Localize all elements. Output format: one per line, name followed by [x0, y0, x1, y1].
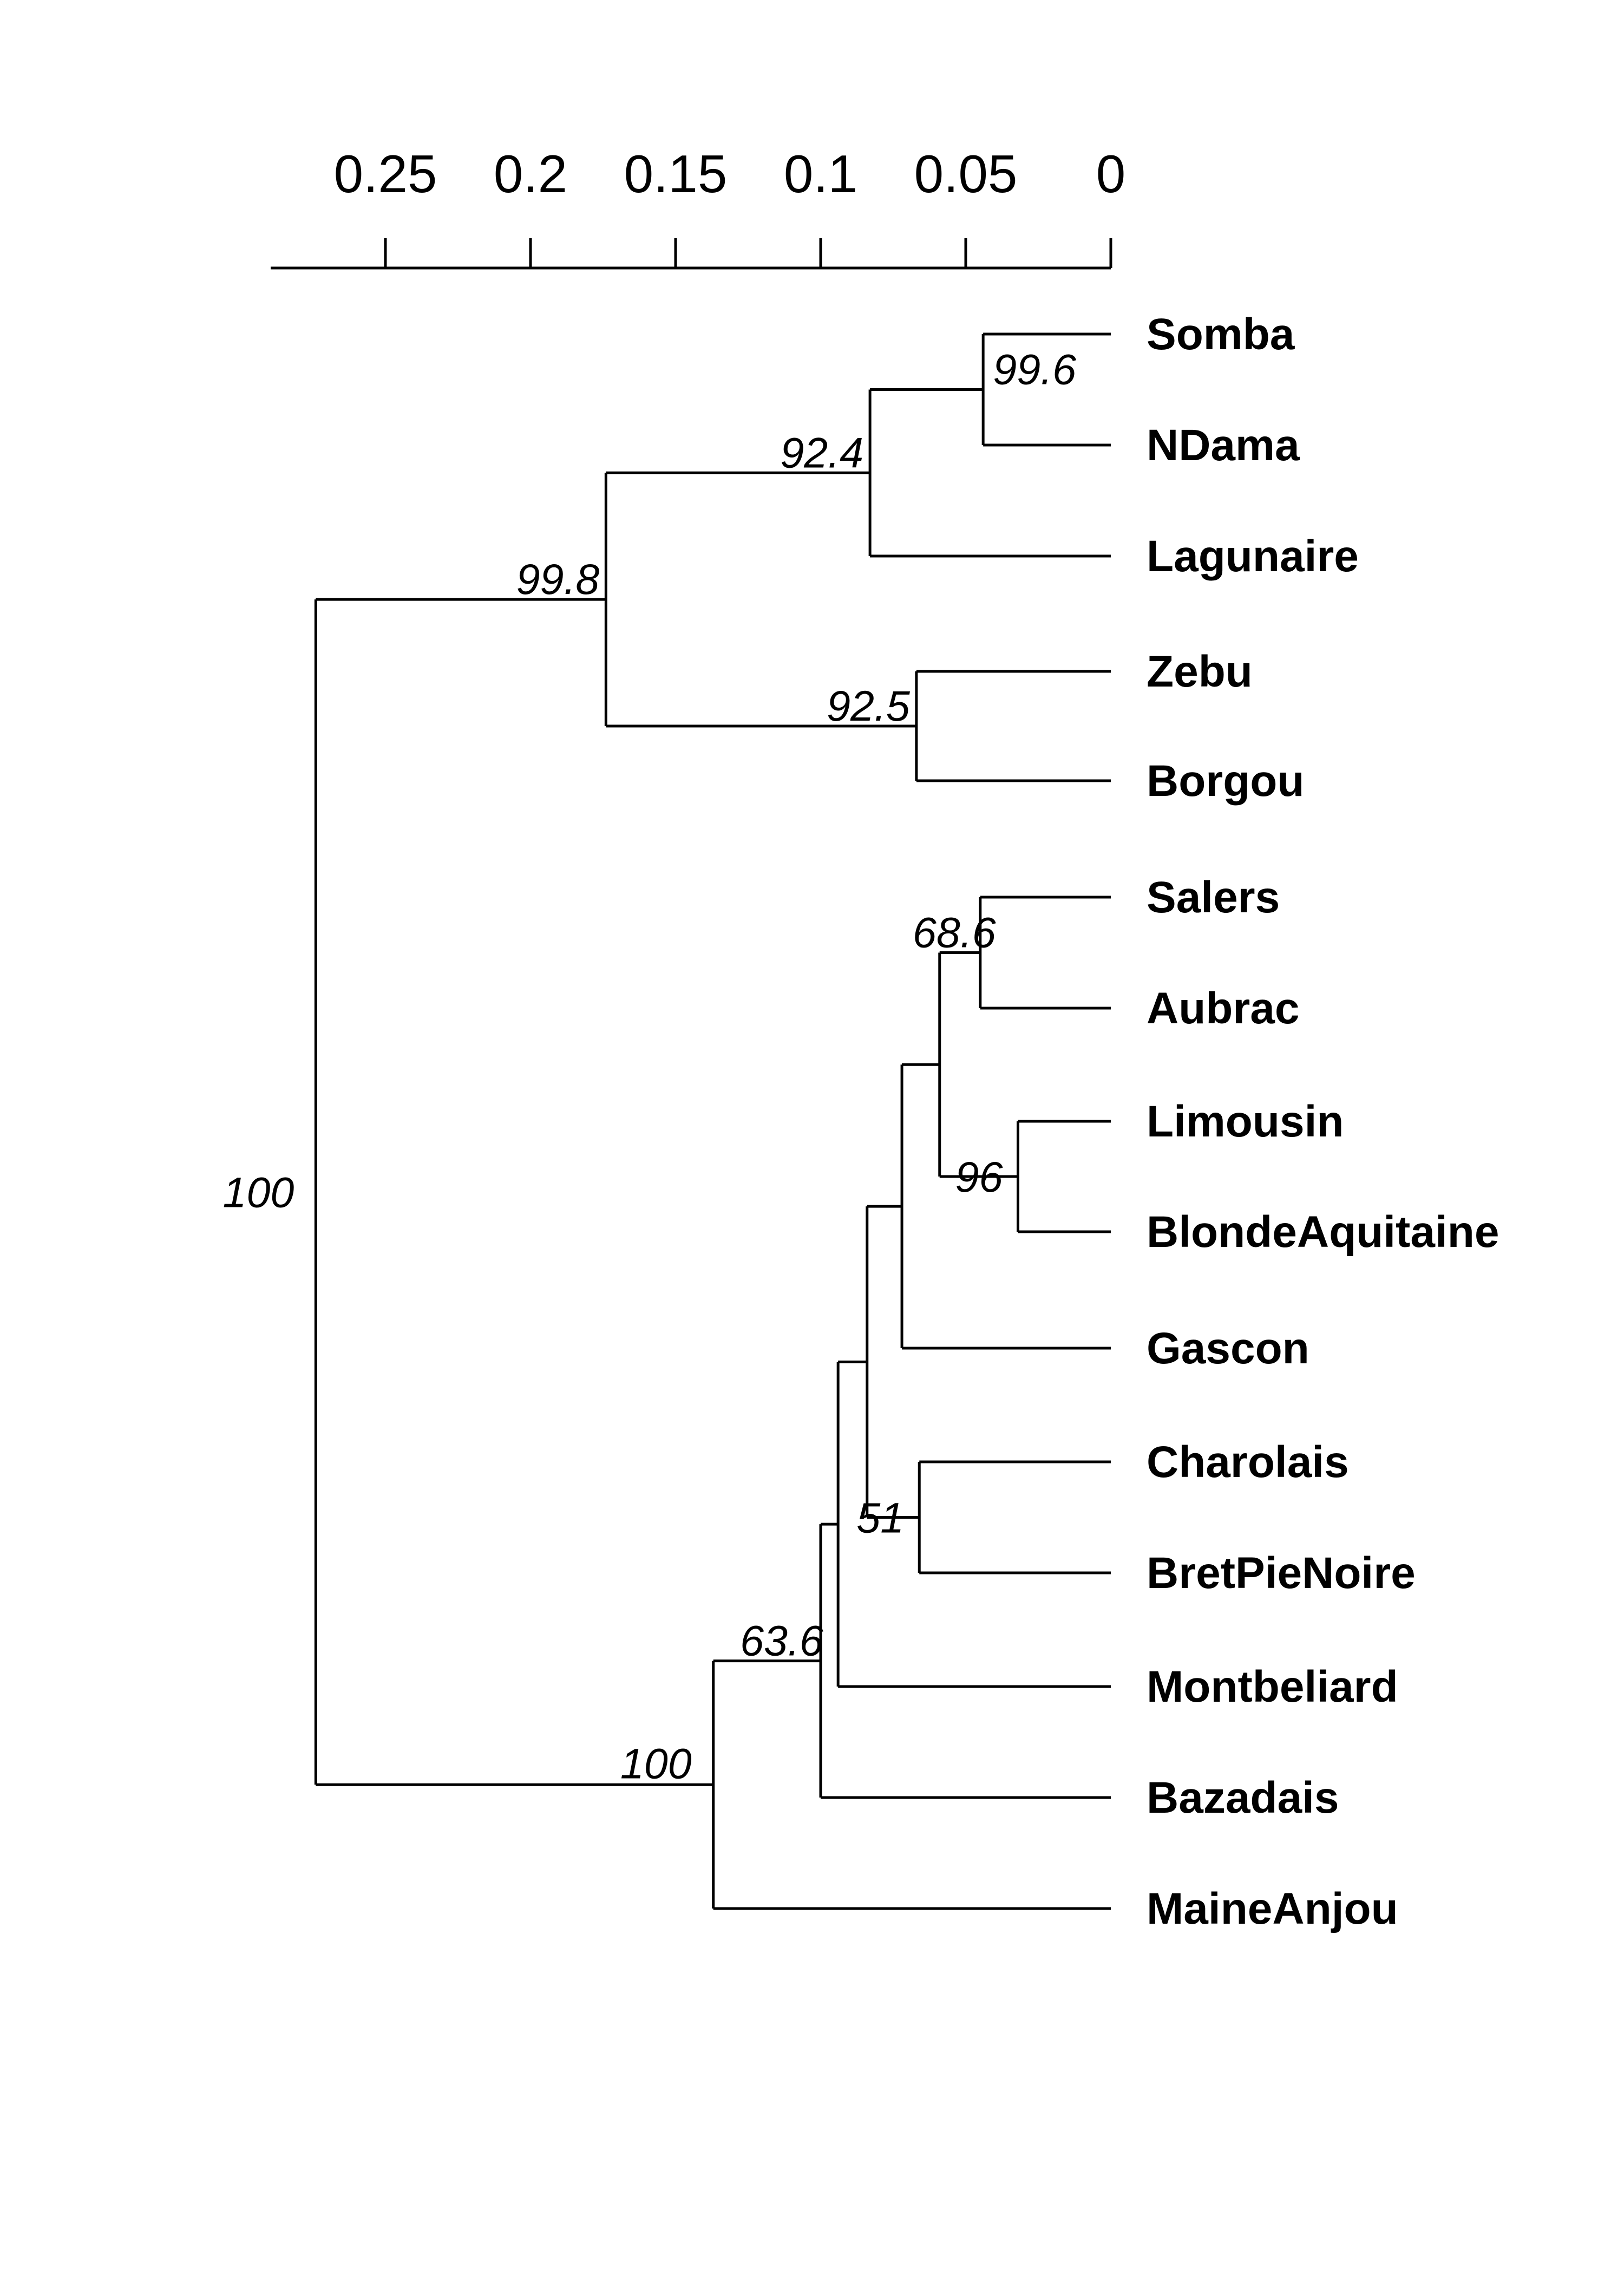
leaf-label-bretpienoire: BretPieNoire — [1147, 1548, 1416, 1598]
leaf-label-lagunaire: Lagunaire — [1147, 532, 1359, 581]
bootstrap-support-value: 51 — [856, 1494, 904, 1542]
scale-tick-label: 0 — [1096, 144, 1126, 204]
leaf-label-charolais: Charolais — [1147, 1437, 1349, 1487]
leaf-label-blondeaquitaine: BlondeAquitaine — [1147, 1207, 1499, 1257]
leaf-label-somba: Somba — [1147, 310, 1295, 359]
bootstrap-support-value: 63.6 — [740, 1617, 823, 1665]
bootstrap-support-value: 92.4 — [780, 428, 863, 476]
bootstrap-support-value: 96 — [955, 1153, 1003, 1201]
bootstrap-support-value: 100 — [620, 1739, 692, 1787]
bootstrap-support-labels: 99.6 92.4 92.5 99.8 68.6 96 51 63.6 100 100 — [223, 345, 1077, 1788]
leaf-label-zebu: Zebu — [1147, 647, 1253, 696]
leaf-label-gascon: Gascon — [1147, 1324, 1309, 1373]
scale-tick-label: 0.15 — [624, 144, 728, 204]
distance-scale-axis: 0.25 0.2 0.15 0.1 0.05 0 — [271, 144, 1126, 270]
leaf-label-aubrac: Aubrac — [1147, 984, 1300, 1033]
bootstrap-support-value: 68.6 — [913, 909, 996, 957]
bootstrap-support-value: 99.6 — [993, 345, 1076, 394]
bootstrap-support-value: 99.8 — [516, 555, 600, 603]
tree-branches — [314, 332, 1111, 1910]
leaf-label-salers: Salers — [1147, 873, 1280, 922]
leaf-label-ndama: NDama — [1147, 421, 1300, 470]
leaf-label-montbeliard: Montbeliard — [1147, 1662, 1398, 1711]
breed-leaf-labels: Somba NDama Lagunaire Zebu Borgou Salers Aubra… — [1147, 310, 1499, 1933]
bootstrap-support-value: 100 — [223, 1168, 294, 1217]
leaf-label-maineanjou: MaineAnjou — [1147, 1884, 1398, 1933]
leaf-label-borgou: Borgou — [1147, 756, 1304, 806]
leaf-label-limousin: Limousin — [1147, 1097, 1344, 1146]
bootstrap-support-value: 92.5 — [827, 682, 911, 730]
leaf-label-bazadais: Bazadais — [1147, 1773, 1339, 1822]
scale-tick-label: 0.25 — [334, 144, 437, 204]
scale-tick-label: 0.05 — [914, 144, 1018, 204]
scale-tick-label: 0.1 — [784, 144, 857, 204]
scale-tick-label: 0.2 — [494, 144, 567, 204]
